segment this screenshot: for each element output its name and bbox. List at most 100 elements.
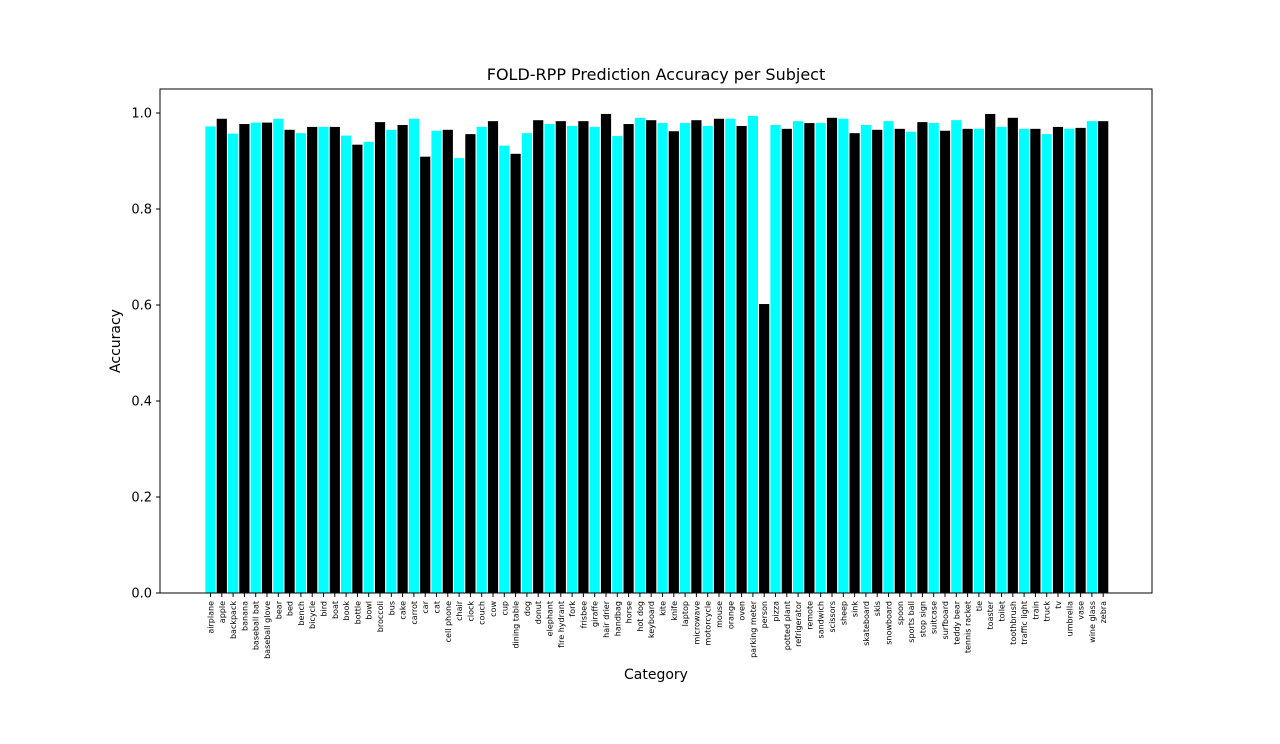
bar-airplane bbox=[205, 126, 216, 593]
bar-umbrella bbox=[1064, 128, 1075, 593]
bar-bowl bbox=[363, 141, 374, 594]
y-tick-label: 0.8 bbox=[131, 203, 152, 218]
bar-broccoli bbox=[374, 122, 386, 594]
bar-banana bbox=[239, 124, 250, 593]
x-tick-label: laptop bbox=[681, 601, 690, 626]
x-tick-label: clock bbox=[466, 601, 475, 622]
x-tick-label: microwave bbox=[692, 601, 701, 645]
x-tick-label: chair bbox=[455, 600, 464, 621]
x-tick-label: frisbee bbox=[579, 601, 588, 628]
x-tick-label: broccoli bbox=[376, 601, 385, 632]
bar-spoon bbox=[894, 128, 905, 593]
bar-pizza bbox=[770, 125, 781, 593]
plot-frame bbox=[159, 88, 1153, 594]
bar-toothbrush bbox=[1007, 117, 1018, 594]
y-axis-label: Accuracy bbox=[108, 309, 124, 373]
bar-microwave bbox=[691, 120, 702, 593]
bar-bus bbox=[386, 129, 397, 594]
bar-scissors bbox=[826, 117, 838, 594]
x-tick-label: bus bbox=[387, 601, 396, 615]
x-tick-label: kite bbox=[659, 601, 668, 616]
bar-giraffe bbox=[589, 126, 600, 594]
x-tick-label: umbrella bbox=[1065, 601, 1074, 636]
x-tick-label: surfboard bbox=[941, 601, 950, 639]
bar-cow bbox=[487, 121, 499, 593]
x-tick-label: skis bbox=[873, 601, 882, 616]
bar-zebra bbox=[1098, 121, 1109, 593]
x-tick-label: bottle bbox=[353, 601, 362, 624]
bar-backpack bbox=[228, 133, 239, 593]
x-tick-label: sheep bbox=[839, 601, 848, 625]
bar-bench bbox=[295, 133, 306, 593]
x-tick-label: handbag bbox=[613, 601, 622, 636]
x-tick-label: bowl bbox=[365, 601, 374, 620]
bar-frisbee bbox=[578, 121, 589, 593]
x-tick-label: hair drier bbox=[602, 600, 611, 638]
x-tick-label: tie bbox=[975, 601, 984, 611]
bar-carrot bbox=[408, 118, 419, 593]
x-tick-label: pizza bbox=[772, 601, 781, 622]
x-tick-label: oven bbox=[738, 601, 747, 621]
bar-refrigerator bbox=[793, 121, 804, 593]
x-tick-label: wine glass bbox=[1088, 601, 1097, 643]
x-tick-label: potted plant bbox=[783, 601, 792, 650]
bar-truck bbox=[1041, 134, 1052, 593]
bar-bird bbox=[318, 126, 329, 594]
y-axis: 0.0 0.2 0.4 0.6 0.8 1.0 bbox=[131, 107, 160, 602]
x-tick-label: dog bbox=[523, 601, 532, 616]
bar-tie bbox=[973, 128, 984, 593]
bar-stop-sign bbox=[917, 122, 928, 594]
bar-car bbox=[420, 156, 431, 593]
bar-sports-ball bbox=[906, 131, 917, 593]
bar-bed bbox=[284, 129, 295, 594]
bar-toaster bbox=[985, 113, 996, 594]
x-tick-label: toothbrush bbox=[1009, 601, 1018, 645]
bar-toilet bbox=[996, 126, 1007, 594]
x-tick-label: carrot bbox=[410, 601, 419, 625]
bar-bicycle bbox=[307, 126, 318, 594]
y-tick-label: 0.4 bbox=[131, 395, 152, 410]
x-tick-label: elephant bbox=[546, 601, 555, 636]
bar-oven bbox=[736, 125, 747, 594]
bar-suitcase bbox=[928, 123, 939, 593]
x-tick-label: suitcase bbox=[930, 601, 939, 634]
x-tick-label: skateboard bbox=[862, 601, 871, 646]
x-tick-label: traffic light bbox=[1020, 601, 1029, 645]
x-tick-label: banana bbox=[240, 601, 249, 631]
bar-traffic-light bbox=[1019, 128, 1030, 593]
x-axis-label: Category bbox=[624, 667, 688, 683]
bar-chair bbox=[454, 158, 465, 593]
bar-bottle bbox=[352, 144, 363, 593]
bar-cup bbox=[499, 145, 510, 593]
x-tick-label: cow bbox=[489, 601, 498, 617]
x-tick-label: knife bbox=[670, 601, 679, 621]
bars-group bbox=[205, 113, 1109, 594]
x-tick-label: horse bbox=[625, 601, 634, 623]
x-tick-label: backpack bbox=[229, 601, 238, 639]
x-tick-label: teddy bear bbox=[952, 600, 961, 644]
bar-train bbox=[1030, 128, 1041, 593]
x-tick-label: motorcycle bbox=[704, 601, 713, 646]
bar-clock bbox=[465, 134, 476, 593]
bar-horse bbox=[623, 124, 634, 593]
bar-skis bbox=[872, 129, 883, 594]
bar-dining-table bbox=[510, 153, 521, 594]
bar-baseball-bat bbox=[250, 122, 261, 593]
x-tick-label: fork bbox=[568, 601, 577, 617]
bar-handbag bbox=[612, 136, 623, 594]
x-tick-label: spoon bbox=[896, 601, 905, 625]
x-tick-label: refrigerator bbox=[794, 600, 803, 647]
x-tick-label: bicycle bbox=[308, 601, 317, 629]
bar-hair-drier bbox=[600, 113, 612, 594]
x-tick-label: keyboard bbox=[647, 601, 656, 638]
bar-tennis-racket bbox=[962, 128, 973, 593]
x-tick-label: boat bbox=[331, 601, 340, 619]
bar-fire-hydrant bbox=[555, 121, 566, 593]
x-tick-label: bench bbox=[297, 601, 306, 626]
bar-apple bbox=[216, 118, 227, 593]
bar-cell-phone bbox=[442, 129, 453, 594]
x-tick-label: toaster bbox=[986, 600, 995, 629]
bar-cat bbox=[431, 130, 442, 593]
x-tick-label: sports ball bbox=[907, 601, 916, 643]
bar-kite bbox=[657, 123, 668, 593]
